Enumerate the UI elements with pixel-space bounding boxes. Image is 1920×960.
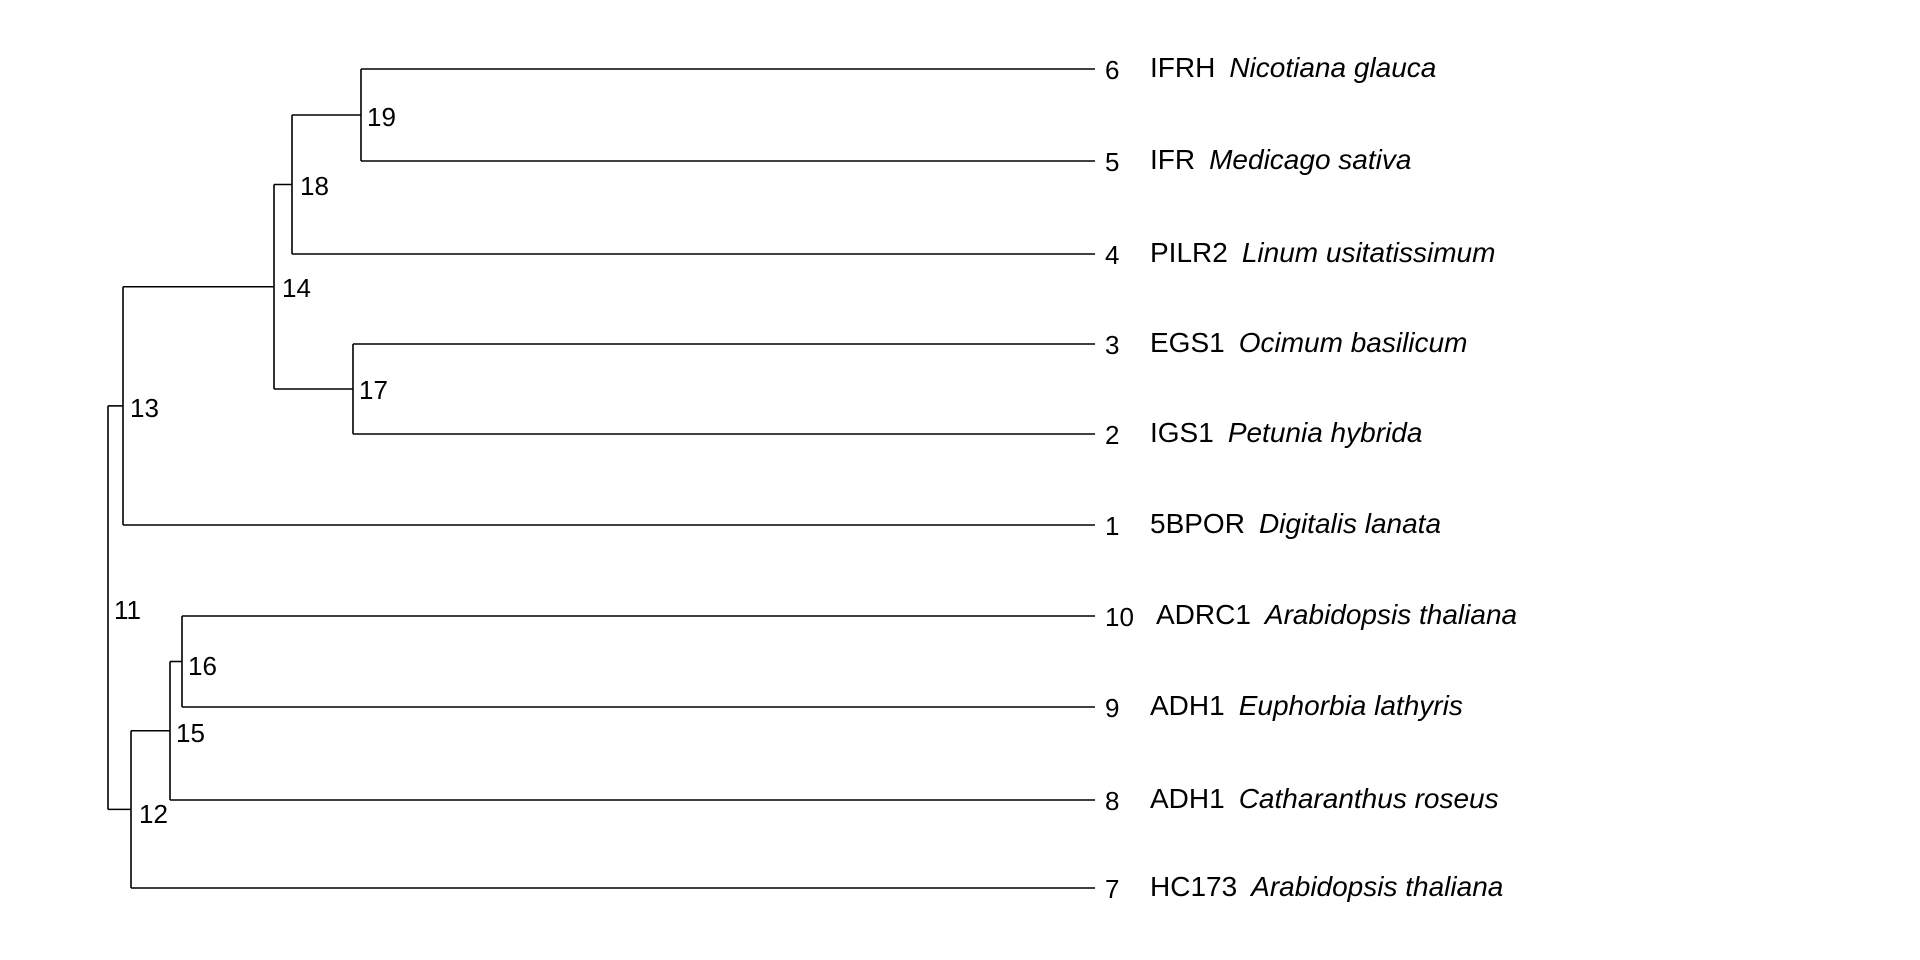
node-label-12: 12 xyxy=(139,799,168,829)
leaf-label-10: ADRC1 Arabidopsis thaliana xyxy=(1156,599,1517,630)
leaf-gene-9: ADH1 xyxy=(1150,690,1225,721)
leaf-species-8: Catharanthus roseus xyxy=(1239,783,1499,814)
leaf-number-6: 6 xyxy=(1105,55,1119,85)
leaf-label-9: ADH1 Euphorbia lathyris xyxy=(1150,690,1463,721)
leaf-number-2: 2 xyxy=(1105,420,1119,450)
node-label-19: 19 xyxy=(367,102,396,132)
leaf-label-5: IFR Medicago sativa xyxy=(1150,144,1411,175)
leaf-label-6: IFRH Nicotiana glauca xyxy=(1150,52,1436,83)
leaf-number-5: 5 xyxy=(1105,147,1119,177)
leaf-gene-1: 5BPOR xyxy=(1150,508,1245,539)
leaf-species-5: Medicago sativa xyxy=(1209,144,1411,175)
tree-branches xyxy=(107,68,1095,889)
leaf-number-8: 8 xyxy=(1105,786,1119,816)
leaf-species-3: Ocimum basilicum xyxy=(1239,327,1468,358)
leaf-label-3: EGS1 Ocimum basilicum xyxy=(1150,327,1467,358)
internal-node-labels: 19 18 17 14 13 16 15 12 11 xyxy=(114,102,396,829)
leaf-species-10: Arabidopsis thaliana xyxy=(1263,599,1517,630)
leaf-species-2: Petunia hybrida xyxy=(1228,417,1423,448)
leaf-number-10: 10 xyxy=(1105,602,1134,632)
leaf-gene-8: ADH1 xyxy=(1150,783,1225,814)
leaf-label-2: IGS1 Petunia hybrida xyxy=(1150,417,1422,448)
node-label-13: 13 xyxy=(130,393,159,423)
node-label-18: 18 xyxy=(300,171,329,201)
leaf-label-1: 5BPOR Digitalis lanata xyxy=(1150,508,1441,539)
leaf-number-7: 7 xyxy=(1105,874,1119,904)
node-label-14: 14 xyxy=(282,273,311,303)
leaf-label-7: HC173 Arabidopsis thaliana xyxy=(1150,871,1503,902)
node-label-11: 11 xyxy=(114,595,141,625)
leaf-label-4: PILR2 Linum usitatissimum xyxy=(1150,237,1495,268)
leaf-gene-7: HC173 xyxy=(1150,871,1237,902)
node-label-15: 15 xyxy=(176,718,205,748)
leaf-species-6: Nicotiana glauca xyxy=(1229,52,1436,83)
leaf-labels: 6 IFRH Nicotiana glauca 5 IFR Medicago sativa… xyxy=(1105,52,1517,904)
leaf-species-1: Digitalis lanata xyxy=(1259,508,1441,539)
leaf-gene-2: IGS1 xyxy=(1150,417,1214,448)
leaf-label-8: ADH1 Catharanthus roseus xyxy=(1150,783,1499,814)
node-label-16: 16 xyxy=(188,651,217,681)
leaf-number-4: 4 xyxy=(1105,240,1119,270)
node-label-17: 17 xyxy=(359,375,388,405)
leaf-gene-6: IFRH xyxy=(1150,52,1215,83)
leaf-gene-4: PILR2 xyxy=(1150,237,1228,268)
leaf-number-3: 3 xyxy=(1105,330,1119,360)
leaf-species-9: Euphorbia lathyris xyxy=(1239,690,1463,721)
leaf-gene-10: ADRC1 xyxy=(1156,599,1251,630)
leaf-gene-3: EGS1 xyxy=(1150,327,1225,358)
leaf-gene-5: IFR xyxy=(1150,144,1195,175)
leaf-number-9: 9 xyxy=(1105,693,1119,723)
leaf-number-1: 1 xyxy=(1105,511,1119,541)
leaf-species-4: Linum usitatissimum xyxy=(1242,237,1496,268)
leaf-species-7: Arabidopsis thaliana xyxy=(1249,871,1503,902)
